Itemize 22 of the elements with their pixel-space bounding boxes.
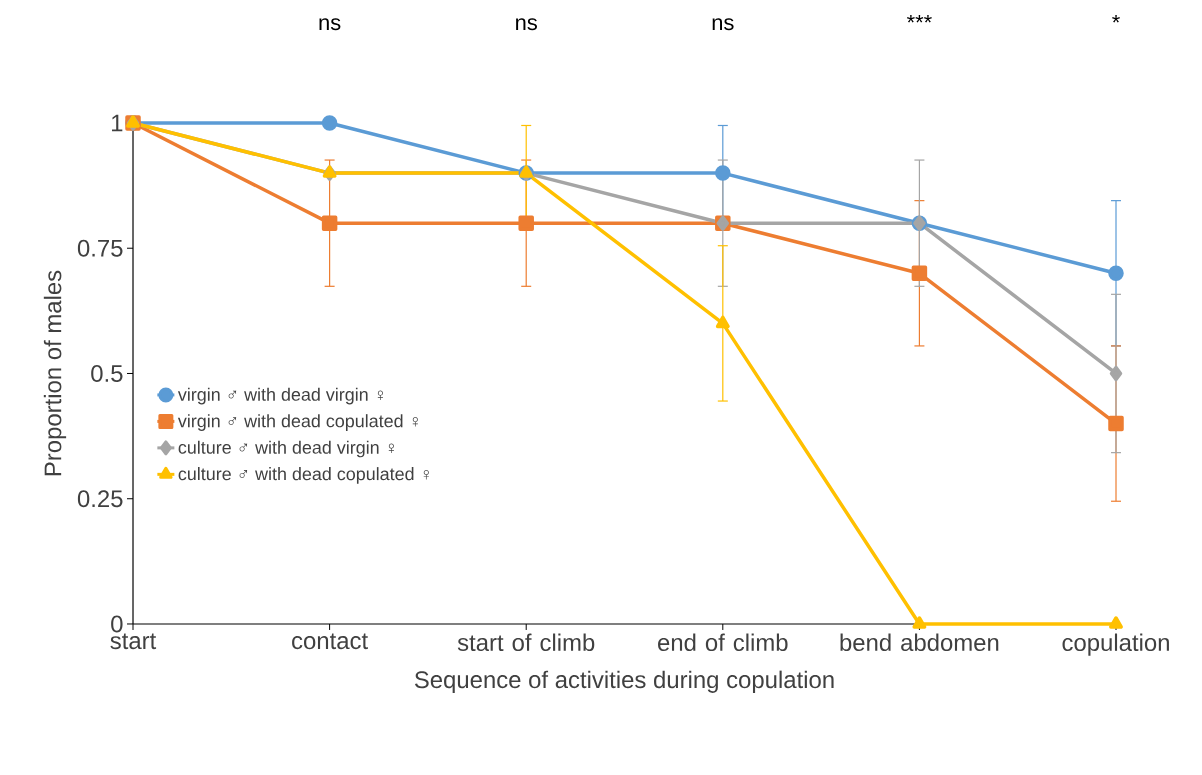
- x-tick-label: start: [110, 633, 157, 650]
- y-tick-label: 0.75: [77, 239, 123, 257]
- text: *: [1112, 14, 1120, 23]
- text: ns: [516, 18, 537, 31]
- text: ***: [906, 14, 932, 23]
- legend-label: culture ♂ with dead copulated ♀: [178, 467, 429, 484]
- y-tick-label: 1: [112, 114, 123, 132]
- x-tick-label: contact: [292, 633, 368, 650]
- x-tick-label: bend abdomen: [840, 633, 999, 652]
- y-tick-label: 0.25: [77, 490, 123, 508]
- y-axis-title: Proportion of males: [43, 270, 67, 476]
- y-tick-label: 0: [111, 615, 123, 633]
- legend-label: virgin ♂ with dead virgin ♀: [177, 387, 383, 405]
- x-axis-title: Sequence of activities during copulation: [414, 670, 834, 693]
- y-tick-label: 0.5: [91, 365, 123, 382]
- x-tick-label: start of climb: [457, 633, 595, 652]
- legend-label: virgin ♂ with dead copulated ♀: [177, 414, 418, 431]
- text: ns: [712, 18, 734, 31]
- x-tick-label: end of climb: [658, 633, 788, 652]
- x-tick-label: copulation: [1062, 633, 1169, 656]
- text: ns: [319, 18, 341, 31]
- legend-label: culture ♂ with dead virgin ♀: [178, 440, 394, 458]
